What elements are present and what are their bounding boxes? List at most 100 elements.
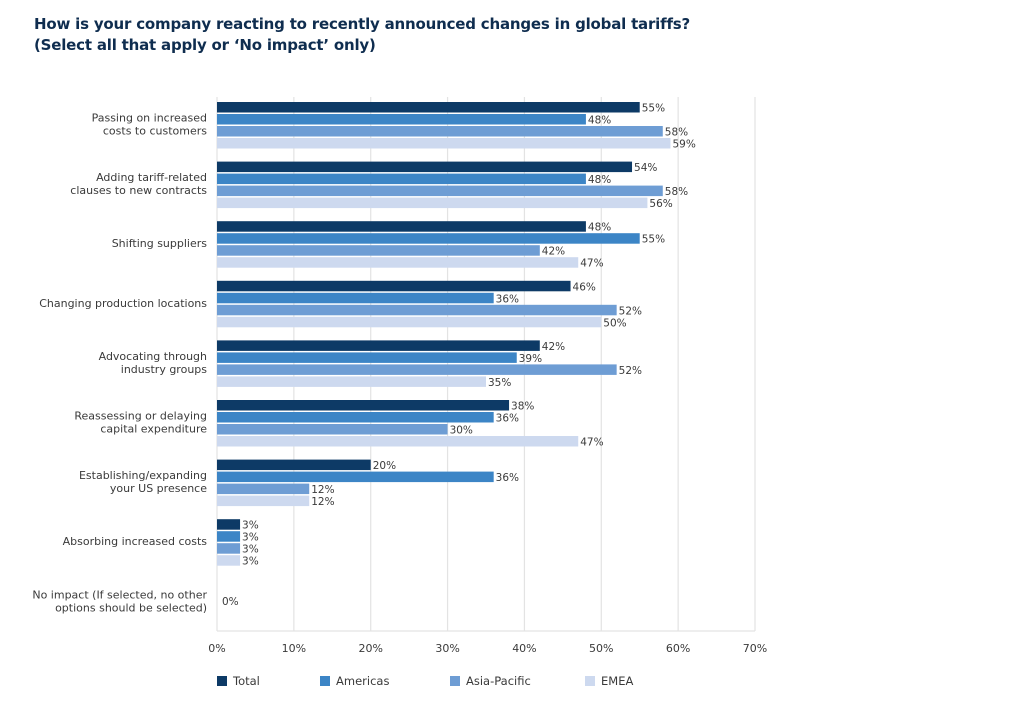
category-label: Shifting suppliers	[112, 237, 208, 250]
category-label-line: Establishing/expanding	[79, 469, 207, 482]
value-label: 30%	[450, 425, 473, 437]
bar-total	[217, 400, 510, 411]
category-label-line: Shifting suppliers	[112, 237, 208, 250]
value-label: 58%	[665, 127, 688, 139]
value-label: 58%	[665, 186, 688, 198]
x-tick-label: 50%	[589, 642, 613, 655]
legend-swatch	[320, 676, 330, 686]
category-label-line: Passing on increased	[92, 112, 207, 125]
value-label: 46%	[573, 281, 596, 293]
category-label: No impact (If selected, no other options …	[32, 588, 207, 614]
x-tick-label: 30%	[435, 642, 459, 655]
category-label: Passing on increased costs to customers	[92, 112, 208, 138]
value-label: 20%	[373, 460, 396, 472]
bars	[217, 102, 671, 566]
category-label-line: clauses to new contracts	[70, 184, 207, 197]
value-label: 12%	[311, 484, 334, 496]
value-label: 3%	[242, 532, 259, 544]
category-label-line: your US presence	[110, 482, 207, 495]
bar-total	[217, 161, 633, 173]
legend-label: EMEA	[601, 674, 633, 688]
category-label-line: No impact (If selected, no other	[32, 588, 207, 601]
category-labels: Passing on increased costs to customers Ad…	[32, 112, 207, 615]
value-label: 39%	[519, 353, 542, 365]
value-label: 36%	[496, 413, 519, 425]
bar-total	[217, 221, 586, 232]
value-label: 48%	[588, 115, 611, 127]
bar-total	[217, 280, 571, 292]
value-label: 52%	[619, 305, 642, 317]
legend-swatch	[217, 676, 227, 686]
value-label: 38%	[511, 401, 534, 413]
value-label: 3%	[242, 520, 259, 532]
x-tick-label: 20%	[358, 642, 382, 655]
category-label-line: capital expenditure	[100, 423, 207, 436]
bar-emea	[217, 376, 486, 387]
value-label: 50%	[603, 317, 626, 329]
value-label: 12%	[311, 496, 334, 508]
value-labels: 55%48%58%59%54%48%58%56%48%55%42%47%46%3…	[222, 103, 696, 608]
category-label-line: Reassessing or delaying	[74, 410, 207, 423]
value-label: 48%	[588, 174, 611, 186]
x-tick-label: 0%	[208, 642, 225, 655]
category-label: Advocating through industry groups	[99, 350, 208, 376]
category-label: Absorbing increased costs	[63, 535, 208, 548]
chart-subtitle: (Select all that apply or ‘No impact’ on…	[34, 36, 376, 54]
value-label: 55%	[642, 234, 665, 246]
x-axis-ticks: 0% 10% 20% 30% 40% 50% 60% 70%	[208, 642, 767, 655]
bar-emea	[217, 197, 648, 209]
bar-asia-pacific	[217, 304, 617, 316]
category-label-line: options should be selected)	[55, 601, 207, 614]
value-label: 48%	[588, 222, 611, 234]
category-label-line: costs to customers	[103, 125, 207, 138]
value-label: 42%	[542, 246, 565, 258]
value-label: 55%	[642, 103, 665, 115]
value-label: 47%	[580, 258, 603, 270]
bar-asia-pacific	[217, 126, 663, 137]
bar-total	[217, 102, 640, 113]
x-tick-label: 70%	[743, 642, 767, 655]
value-label: 52%	[619, 365, 642, 377]
value-label: 56%	[649, 198, 672, 210]
x-tick-label: 60%	[666, 642, 690, 655]
value-label: 3%	[242, 544, 259, 556]
bar-asia-pacific	[217, 424, 448, 435]
value-label: 47%	[580, 437, 603, 449]
bar-emea	[217, 257, 579, 268]
bar-americas	[217, 412, 494, 423]
legend-label: Total	[232, 674, 260, 688]
bar-total	[217, 340, 540, 351]
value-label: 3%	[242, 556, 259, 568]
value-label: 54%	[634, 162, 657, 174]
category-label: Establishing/expanding your US presence	[79, 469, 207, 495]
value-label: 59%	[672, 139, 695, 151]
category-label: Reassessing or delaying capital expenditu…	[74, 410, 207, 436]
legend-label: Americas	[336, 674, 389, 688]
legend-swatch	[585, 676, 595, 686]
bar-asia-pacific	[217, 483, 310, 495]
bar-emea	[217, 436, 579, 447]
value-label: 35%	[488, 377, 511, 389]
chart-title-block: How is your company reacting to recently…	[34, 14, 690, 56]
x-tick-label: 40%	[512, 642, 536, 655]
legend-swatch	[450, 676, 460, 686]
value-label: 42%	[542, 341, 565, 353]
category-label-line: Advocating through	[99, 350, 207, 363]
bar-americas	[217, 292, 494, 304]
bar-asia-pacific	[217, 245, 540, 256]
x-tick-label: 10%	[282, 642, 306, 655]
bar-asia-pacific	[217, 185, 663, 197]
bar-emea	[217, 495, 310, 507]
bar-emea	[217, 316, 602, 328]
bar-total	[217, 519, 241, 530]
value-label: 0%	[222, 596, 239, 608]
value-label: 36%	[496, 472, 519, 484]
bar-emea	[217, 138, 671, 149]
bar-americas	[217, 531, 241, 542]
legend: Total Americas Asia-Pacific EMEA	[217, 674, 633, 688]
bar-americas	[217, 114, 586, 125]
value-label: 36%	[496, 293, 519, 305]
bar-asia-pacific	[217, 364, 617, 375]
bar-total	[217, 459, 371, 471]
category-label-line: Adding tariff-related	[96, 171, 207, 184]
